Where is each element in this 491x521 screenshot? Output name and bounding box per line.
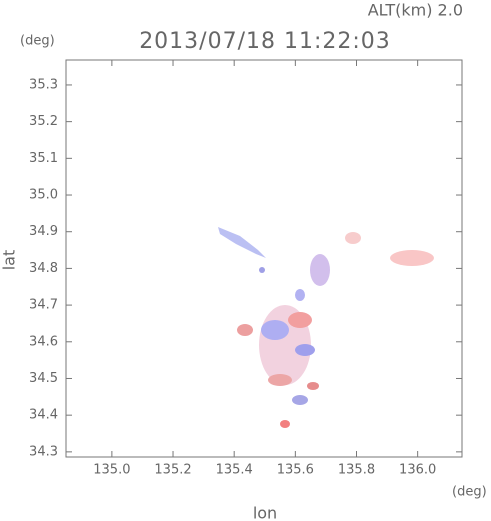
echo [295, 289, 305, 301]
chart-title: 2013/07/18 11:22:03 [139, 29, 391, 54]
y-tick-label: 35.0 [29, 188, 58, 203]
echo [268, 374, 292, 386]
x-tick-label: 135.0 [93, 463, 130, 478]
y-tick-label: 34.3 [29, 444, 58, 459]
y-tick-label: 35.1 [29, 151, 58, 166]
echo [295, 344, 315, 356]
y-axis-label: lat [0, 250, 19, 271]
y-tick-label: 34.8 [29, 261, 58, 276]
y-tick-label: 34.7 [29, 298, 58, 313]
echo [345, 232, 361, 244]
echo [218, 227, 266, 258]
echo [292, 395, 308, 405]
echo-field [218, 227, 434, 428]
x-tick-label: 135.6 [277, 463, 314, 478]
echo [390, 250, 434, 266]
echo [307, 382, 319, 390]
y-tick-label: 34.5 [29, 371, 58, 386]
echo [310, 254, 330, 286]
y-tick-label: 34.9 [29, 224, 58, 239]
x-tick-label: 136.0 [399, 463, 436, 478]
echo [237, 324, 253, 336]
echo [280, 420, 290, 428]
x-tick-label: 135.2 [154, 463, 191, 478]
altitude-label: ALT(km) 2.0 [368, 1, 463, 20]
echo [261, 320, 289, 340]
x-axis-label: lon [253, 504, 277, 521]
y-unit: (deg) [20, 34, 55, 49]
y-tick-label: 35.3 [29, 77, 58, 92]
plot-frame [65, 59, 463, 458]
y-tick-label: 34.6 [29, 334, 58, 349]
echo [288, 312, 312, 328]
y-tick-label: 34.4 [29, 408, 58, 423]
y-tick-label: 35.2 [29, 114, 58, 129]
x-tick-label: 135.8 [338, 463, 375, 478]
echo [259, 267, 265, 273]
x-tick-label: 135.4 [216, 463, 253, 478]
x-unit: (deg) [452, 485, 487, 500]
